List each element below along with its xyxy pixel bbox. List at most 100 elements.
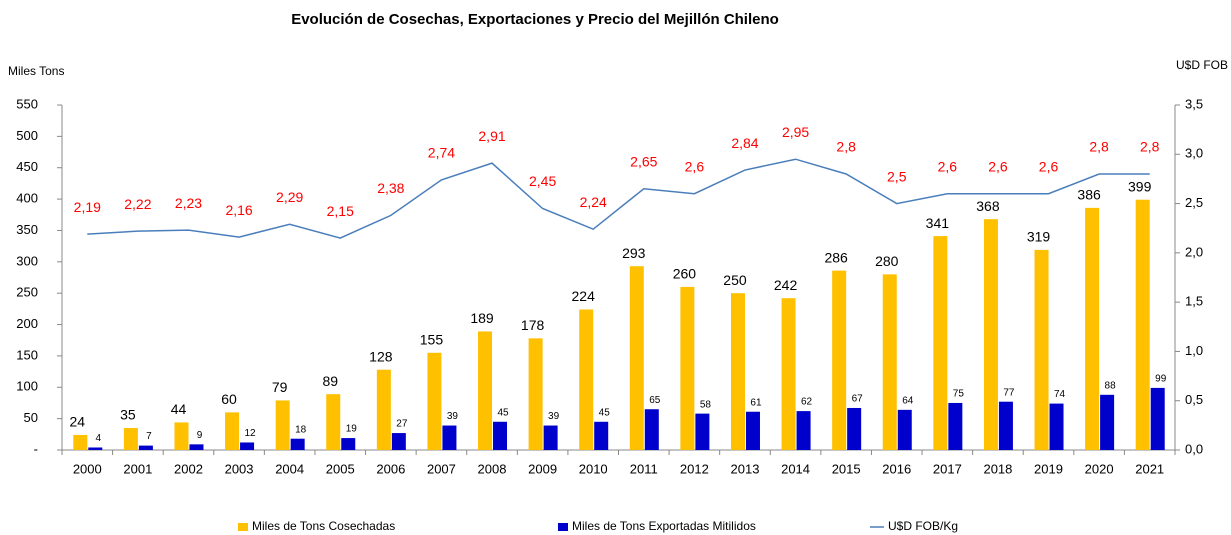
x-tick-label: 2008 — [478, 461, 507, 476]
legend-swatch — [238, 523, 248, 531]
bar — [225, 412, 240, 450]
harvest-label: 79 — [272, 379, 288, 395]
x-tick-label: 2017 — [933, 461, 962, 476]
y2-axis-label: U$D FOB — [1176, 58, 1228, 72]
y-tick-label: 200 — [16, 316, 38, 331]
export-label: 99 — [1155, 374, 1167, 385]
harvest-label: 319 — [1027, 229, 1051, 245]
legend-swatch — [558, 523, 568, 531]
bar — [695, 413, 710, 450]
price-label: 2,23 — [175, 195, 202, 211]
export-label: 75 — [953, 389, 965, 400]
harvest-label: 189 — [470, 310, 494, 326]
export-label: 45 — [599, 407, 611, 418]
price-label: 2,45 — [529, 173, 556, 189]
export-label: 4 — [96, 433, 102, 444]
legend-label: U$D FOB/Kg — [888, 519, 958, 533]
y-tick-label: 150 — [16, 347, 38, 362]
y-axis-label: Miles Tons — [8, 64, 64, 78]
y2-tick-label: 1,0 — [1185, 343, 1203, 358]
price-label: 2,22 — [124, 196, 151, 212]
y-tick-label: 50 — [24, 410, 38, 425]
harvest-label: 44 — [171, 401, 187, 417]
bar — [493, 421, 508, 450]
harvest-label: 341 — [926, 215, 950, 231]
bar — [644, 409, 659, 450]
y2-tick-label: 3,5 — [1185, 96, 1203, 111]
bar — [847, 407, 862, 450]
export-label: 39 — [548, 411, 560, 422]
x-tick-label: 2015 — [832, 461, 861, 476]
harvest-label: 250 — [723, 272, 747, 288]
x-tick-label: 2011 — [630, 461, 658, 476]
y2-tick-label: 1,5 — [1185, 294, 1203, 309]
export-label: 7 — [146, 431, 152, 442]
bar — [1049, 403, 1064, 450]
harvest-label: 60 — [221, 391, 237, 407]
price-label: 2,8 — [1089, 139, 1109, 155]
harvest-label: 35 — [120, 407, 136, 423]
bar — [629, 266, 644, 450]
harvest-label: 368 — [976, 198, 1000, 214]
x-tick-label: 2009 — [528, 461, 557, 476]
x-tick-label: 2018 — [983, 461, 1012, 476]
y2-tick-label: 2,0 — [1185, 244, 1203, 259]
bar — [796, 411, 811, 450]
legend-label: Miles de Tons Exportadas Mitilidos — [572, 519, 756, 533]
bar — [1135, 199, 1150, 450]
x-tick-label: 2006 — [376, 461, 405, 476]
price-label: 2,6 — [938, 158, 958, 174]
bar — [730, 293, 745, 450]
price-label: 2,6 — [685, 158, 705, 174]
harvest-label: 89 — [322, 373, 338, 389]
harvest-label: 286 — [824, 249, 848, 265]
bar — [543, 425, 558, 450]
x-tick-label: 2014 — [781, 461, 810, 476]
price-label: 2,15 — [327, 203, 354, 219]
harvest-label: 24 — [70, 414, 86, 430]
harvest-label: 293 — [622, 245, 646, 261]
export-label: 9 — [197, 430, 203, 441]
y-tick-label: 500 — [16, 128, 38, 143]
price-label: 2,5 — [887, 168, 907, 184]
price-label: 2,6 — [1039, 158, 1059, 174]
bar — [933, 236, 948, 450]
y2-tick-label: 0,5 — [1185, 392, 1203, 407]
price-label: 2,95 — [782, 124, 809, 140]
bar — [1085, 207, 1100, 450]
bar — [579, 309, 594, 450]
bar — [427, 352, 442, 450]
chart-title: Evolución de Cosechas, Exportaciones y P… — [291, 11, 779, 28]
price-label: 2,74 — [428, 145, 455, 161]
harvest-label: 386 — [1077, 187, 1101, 203]
bar — [594, 421, 609, 450]
export-label: 64 — [902, 395, 914, 406]
export-label: 67 — [852, 394, 864, 405]
legend-label: Miles de Tons Cosechadas — [252, 519, 395, 533]
x-tick-label: 2019 — [1034, 461, 1063, 476]
price-label: 2,29 — [276, 189, 303, 205]
y-tick-label: 350 — [16, 222, 38, 237]
bar — [138, 445, 153, 450]
x-tick-label: 2021 — [1135, 461, 1164, 476]
bar — [341, 438, 356, 450]
bar — [745, 411, 760, 450]
price-label: 2,8 — [836, 139, 856, 155]
y-tick-label: - — [34, 441, 38, 456]
bar — [275, 400, 290, 450]
bar — [528, 338, 543, 450]
bar — [983, 219, 998, 450]
price-label: 2,84 — [731, 135, 758, 151]
bar — [832, 270, 847, 450]
bar — [73, 434, 88, 450]
x-tick-label: 2013 — [731, 461, 760, 476]
harvest-label: 399 — [1128, 178, 1152, 194]
price-line — [87, 158, 1150, 239]
bar — [882, 274, 897, 450]
export-label: 58 — [700, 399, 712, 410]
y-tick-label: 300 — [16, 253, 38, 268]
export-label: 18 — [295, 424, 307, 435]
bar — [391, 433, 406, 450]
bar — [290, 438, 305, 450]
bar — [123, 428, 138, 450]
